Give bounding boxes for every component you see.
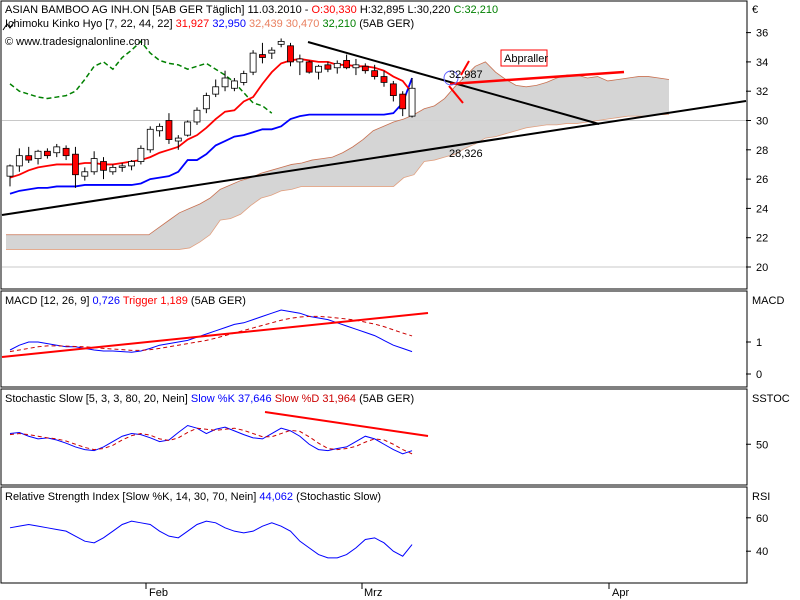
support-value-label: 28,326 <box>449 148 483 160</box>
touch-circle <box>443 70 459 86</box>
candle-body <box>118 165 126 168</box>
stoch-panel-frame <box>0 388 748 486</box>
candle-body <box>6 165 14 177</box>
reversal-mark-a <box>448 85 464 104</box>
macd-trigger-line <box>9 315 413 353</box>
rsi-header: Relative Strength Index [Slow %K, 14, 30… <box>5 491 381 503</box>
candle-body <box>221 77 229 88</box>
candle-body <box>315 65 322 73</box>
macd-panel-frame <box>0 290 748 388</box>
candle-body <box>277 40 285 45</box>
abpraller-label: Abpraller <box>504 53 548 65</box>
stoch-tick-label: 50 <box>756 439 768 451</box>
macd-side-label: MACD <box>752 295 784 307</box>
candle-body <box>399 93 407 110</box>
rsi-tick-label: 60 <box>756 513 768 525</box>
candle-body <box>146 128 154 151</box>
candle-body <box>324 64 332 70</box>
candle-body <box>343 60 351 69</box>
candle-body <box>156 125 164 132</box>
rsi-side-label: RSI <box>752 491 770 503</box>
stoch-side-label: SSTOC <box>752 393 790 405</box>
candle-body <box>305 61 313 73</box>
candle-body <box>352 64 360 69</box>
price-tick-label: 32 <box>756 86 768 98</box>
candle-body <box>371 70 379 77</box>
price-tick-label: 30 <box>756 116 768 128</box>
price-tick-label: 28 <box>756 145 768 157</box>
candle-body <box>389 83 397 96</box>
rsi-tick-label: 40 <box>756 546 768 558</box>
cloud-span-b <box>6 114 669 250</box>
reversal-mark-b <box>460 60 470 76</box>
stoch-d-line <box>9 427 413 455</box>
candle-body <box>408 87 416 117</box>
candle-body <box>296 58 304 63</box>
candle-body <box>81 171 89 177</box>
rsi-line <box>9 520 413 559</box>
copyright-text: © www.tradesignalonline.com <box>5 36 149 48</box>
price-tick-label: 36 <box>756 28 768 40</box>
x-label-apr: Apr <box>612 587 629 599</box>
candle-body <box>100 161 107 171</box>
candle-body <box>62 147 70 157</box>
price-tick-label: 20 <box>756 262 768 274</box>
candle-body <box>202 95 210 110</box>
candle-body <box>44 150 51 157</box>
macd-tick-label: 1 <box>756 337 762 349</box>
ichimoku-header: Ichimoku Kinko Hyo [7, 22, 44, 22] 31,92… <box>5 18 414 30</box>
candle-body <box>287 45 294 63</box>
candle-body <box>109 166 117 173</box>
indicator-icon <box>2 21 15 31</box>
support-trendline <box>1 100 747 216</box>
abpraller-line <box>449 70 625 86</box>
candle-body <box>174 137 182 142</box>
price-tick-label: 24 <box>756 203 768 215</box>
stoch-header: Stochastic Slow [5, 3, 3, 80, 20, Nein] … <box>5 393 414 405</box>
candle-body <box>361 65 369 72</box>
macd-line <box>9 309 413 353</box>
stoch-k-line <box>9 424 413 455</box>
stoch-divergence-line <box>264 411 429 437</box>
candle-body <box>15 155 23 167</box>
candle-body <box>72 153 79 176</box>
price-tick-label: 26 <box>756 174 768 186</box>
resistance-value-label: 32,987 <box>449 69 483 81</box>
candle-body <box>268 49 276 54</box>
candle-body <box>53 146 61 154</box>
candle-body <box>137 147 145 162</box>
rsi-panel-frame <box>0 486 748 584</box>
candle-body <box>184 121 192 136</box>
candle-body <box>128 161 135 167</box>
macd-trendline <box>1 312 429 358</box>
macd-tick-label: 0 <box>756 369 762 381</box>
candle-body <box>25 155 33 161</box>
abpraller-box <box>500 49 548 67</box>
price-tick-label: 22 <box>756 233 768 245</box>
ichimoku-cloud <box>6 61 669 250</box>
kijun-sen-line <box>9 77 413 195</box>
candle-body <box>90 158 98 173</box>
x-label-feb: Feb <box>149 587 168 599</box>
macd-header: MACD [12, 26, 9] 0,726 Trigger 1,189 (5A… <box>5 295 246 307</box>
candle-body <box>259 54 266 58</box>
x-label-mrz: Mrz <box>364 587 382 599</box>
candle-body <box>249 52 257 73</box>
candle-body <box>230 80 238 89</box>
candle-body <box>34 150 42 159</box>
price-tick-label: 34 <box>756 57 768 69</box>
chikou-span-line <box>9 40 273 114</box>
candle-body <box>165 120 173 140</box>
price-header: ASIAN BAMBOO AG INH.ON [5AB GER Täglich]… <box>5 4 498 16</box>
currency-symbol: € <box>752 4 758 16</box>
candle-body <box>333 62 341 69</box>
candle-body <box>212 86 220 95</box>
candle-body <box>240 73 248 83</box>
candle-body <box>380 76 388 83</box>
candle-body <box>193 109 201 123</box>
